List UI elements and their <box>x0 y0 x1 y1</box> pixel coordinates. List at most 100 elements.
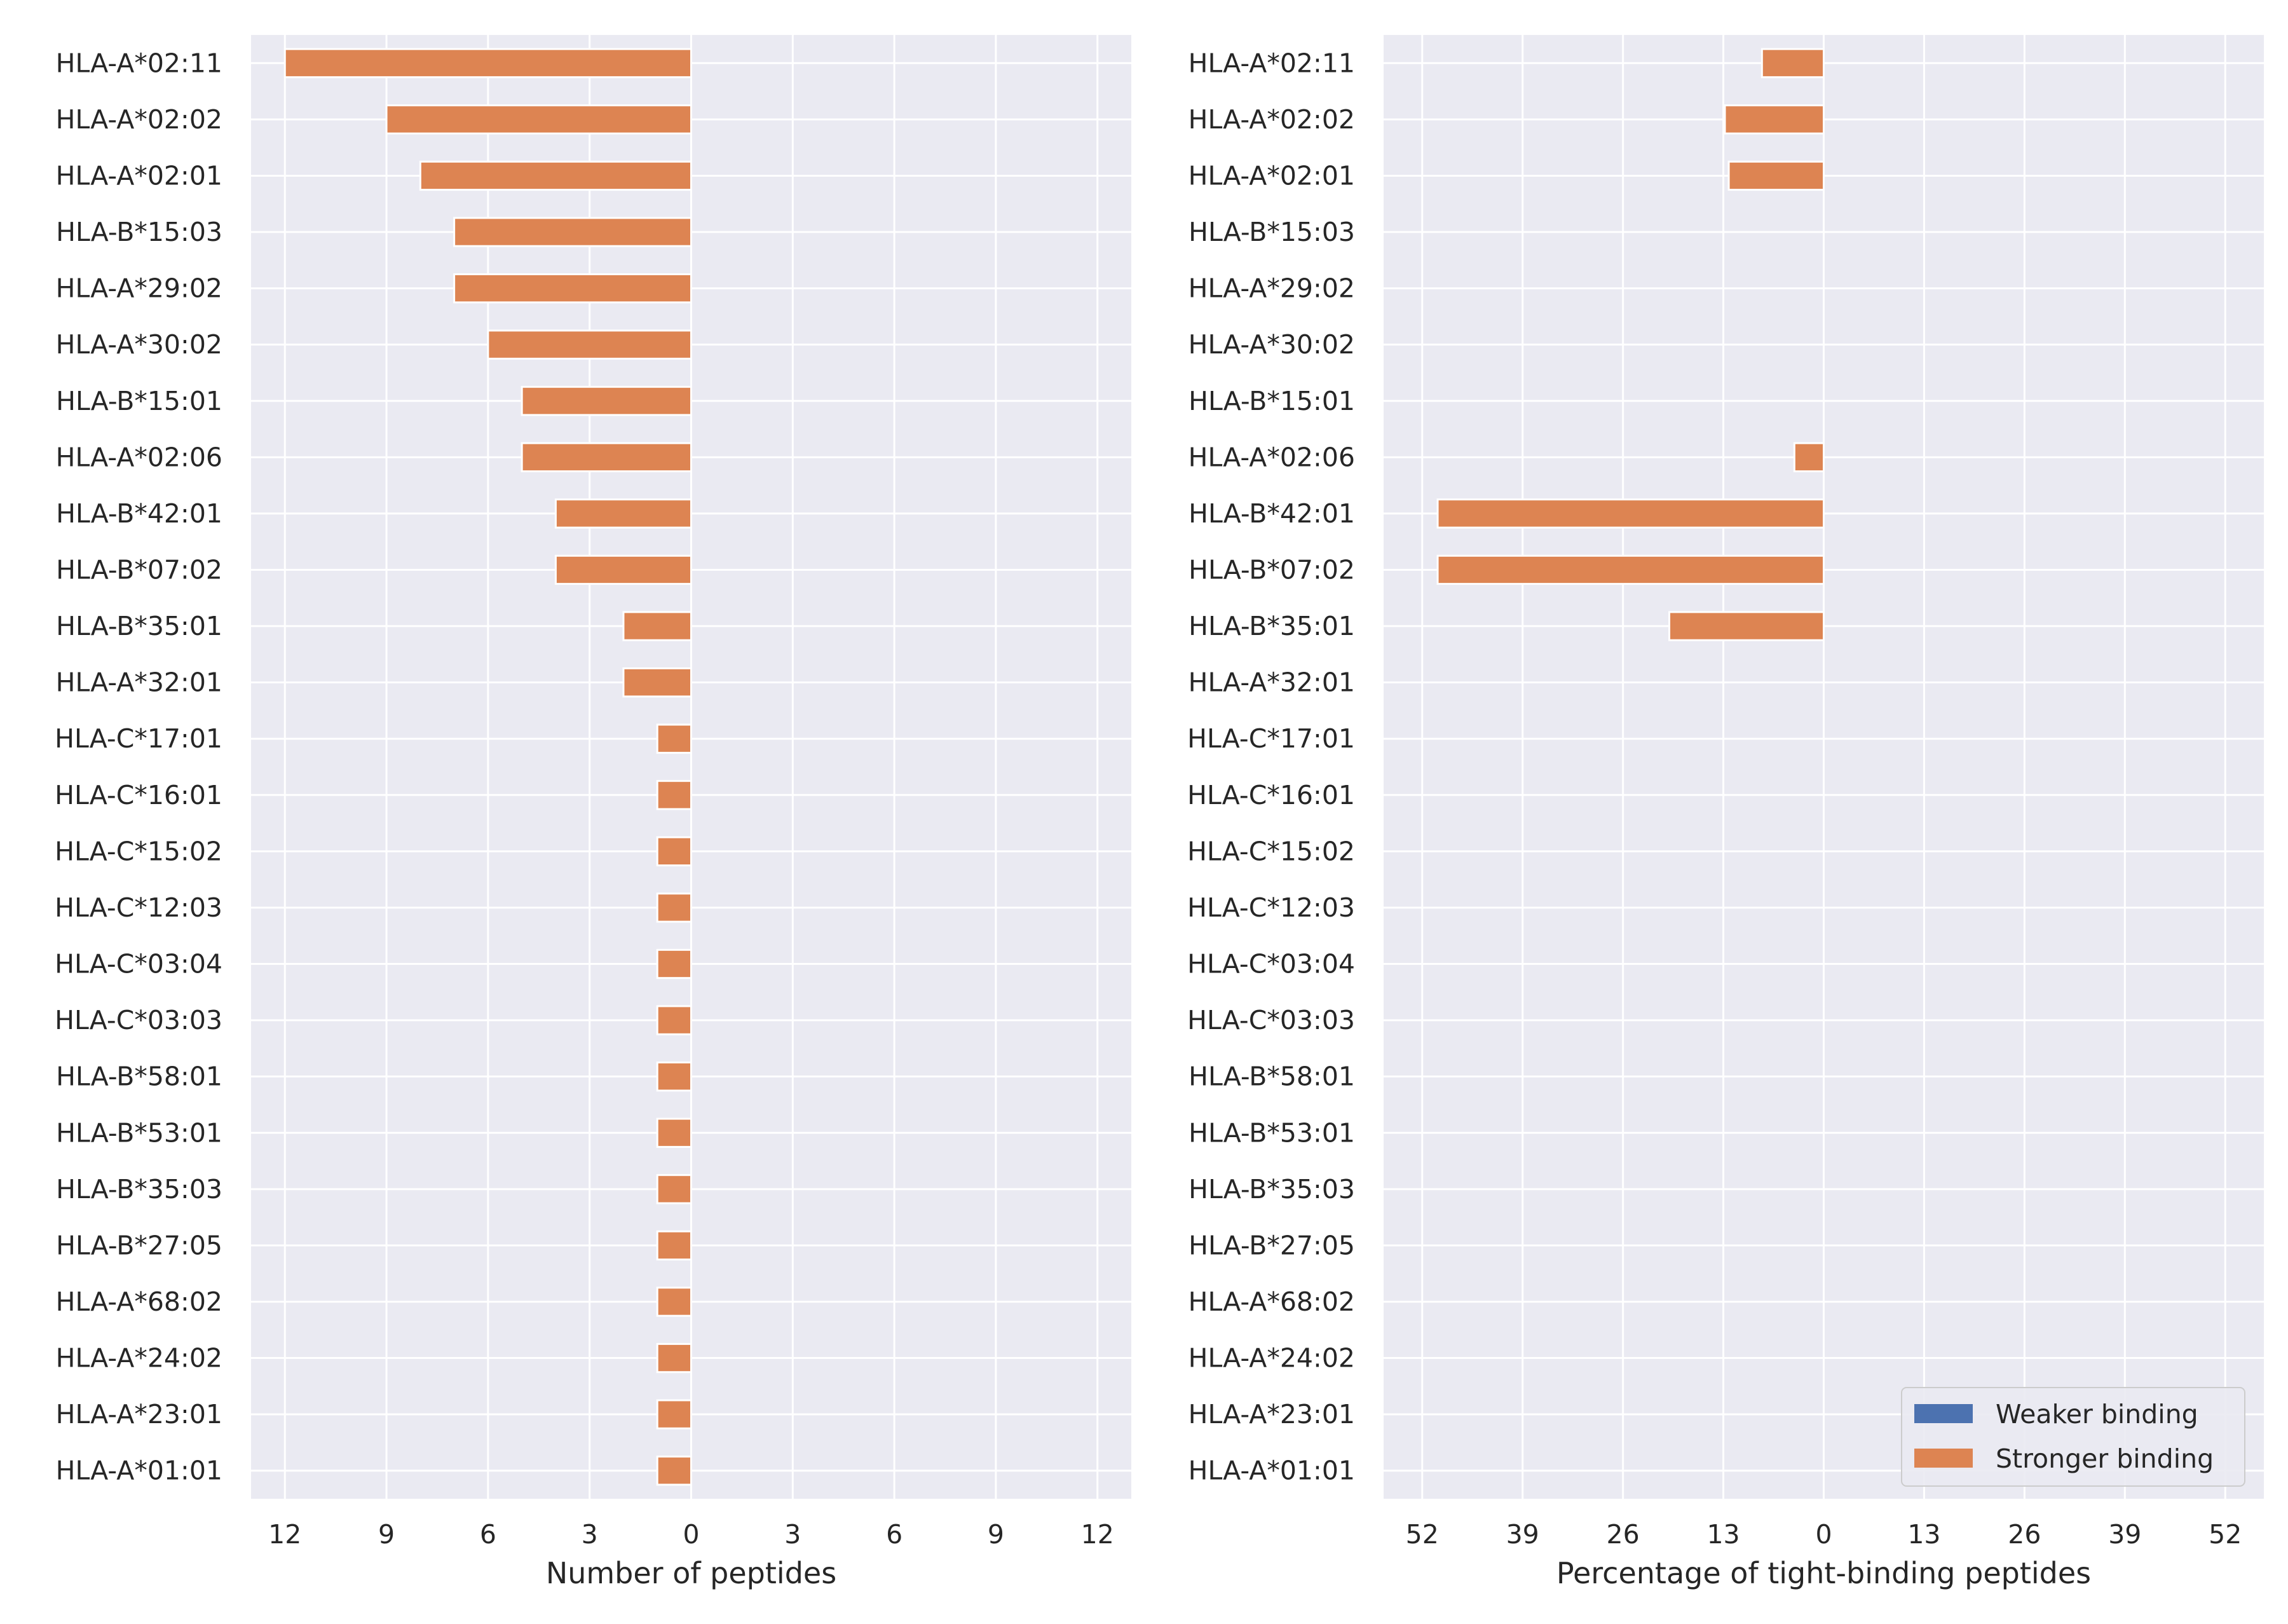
y-tick-label: HLA-A*02:01 <box>1188 160 1355 191</box>
bar-stronger-binding <box>656 1117 692 1148</box>
y-tick-label: HLA-B*58:01 <box>1188 1061 1355 1092</box>
y-tick-label: HLA-A*32:01 <box>1188 667 1355 698</box>
y-tick-label: HLA-B*42:01 <box>56 498 222 529</box>
bar-stronger-binding <box>656 948 692 979</box>
x-tick-label: 0 <box>1815 1519 1832 1550</box>
y-tick-label: HLA-A*32:01 <box>56 667 222 698</box>
bar-stronger-binding <box>656 1230 692 1261</box>
y-tick-label: HLA-B*35:03 <box>56 1174 222 1204</box>
y-tick-label: HLA-B*53:01 <box>56 1117 222 1148</box>
y-tick-label: HLA-C*16:01 <box>55 780 222 810</box>
y-tick-label: HLA-B*42:01 <box>1188 498 1355 529</box>
y-tick-label: HLA-C*17:01 <box>1187 723 1355 754</box>
bar-stronger-binding <box>622 611 693 641</box>
bar-stronger-binding <box>453 217 692 247</box>
bar-stronger-binding <box>1727 160 1825 191</box>
bar-stronger-binding <box>1793 442 1825 472</box>
bar-stronger-binding <box>656 1061 692 1092</box>
bar-stronger-binding <box>1436 498 1825 529</box>
y-tick-label: HLA-A*02:06 <box>1188 442 1355 472</box>
y-tick-label: HLA-B*53:01 <box>1188 1117 1355 1148</box>
y-tick-label: HLA-A*68:02 <box>1188 1286 1355 1317</box>
y-tick-label: HLA-C*12:03 <box>55 892 222 923</box>
bar-stronger-binding <box>1760 48 1825 78</box>
x-tick-label: 26 <box>1607 1519 1640 1550</box>
x-tick-label: 0 <box>683 1519 699 1550</box>
y-tick-label: HLA-B*15:01 <box>56 386 222 416</box>
y-tick-label: HLA-B*35:01 <box>1188 611 1355 641</box>
legend-swatch <box>1914 1449 1973 1468</box>
bar-stronger-binding <box>656 1286 692 1317</box>
x-tick-label: 52 <box>1406 1519 1439 1550</box>
bar-stronger-binding <box>521 386 693 416</box>
bar-stronger-binding <box>419 160 692 191</box>
bar-stronger-binding <box>656 892 692 923</box>
bar-stronger-binding <box>656 836 692 867</box>
y-tick-label: HLA-A*29:02 <box>56 273 222 304</box>
x-tick-label: 26 <box>2008 1519 2041 1550</box>
legend-swatch <box>1914 1404 1973 1423</box>
y-tick-label: HLA-A*01:01 <box>1188 1456 1355 1486</box>
bar-stronger-binding <box>385 104 692 135</box>
x-tick-label: 13 <box>1706 1519 1740 1550</box>
y-tick-label: HLA-A*02:02 <box>1188 104 1355 135</box>
y-tick-label: HLA-A*23:01 <box>1188 1399 1355 1430</box>
bar-stronger-binding <box>1724 104 1825 135</box>
x-axis-label: Percentage of tight-binding peptides <box>1556 1556 2091 1590</box>
y-tick-label: HLA-A*30:02 <box>1188 329 1355 360</box>
x-tick-label: 52 <box>2209 1519 2242 1550</box>
x-tick-label: 6 <box>886 1519 902 1550</box>
bar-stronger-binding <box>656 780 692 810</box>
y-tick-label: HLA-C*03:03 <box>55 1005 222 1035</box>
x-tick-label: 39 <box>1506 1519 1539 1550</box>
y-tick-label: HLA-B*58:01 <box>56 1061 222 1092</box>
y-tick-label: HLA-B*35:01 <box>56 611 222 641</box>
bar-stronger-binding <box>521 442 693 472</box>
y-tick-label: HLA-B*07:02 <box>56 554 222 585</box>
bar-stronger-binding <box>1668 611 1825 641</box>
left-panel-peptide-count: HLA-A*02:11 HLA-A*02:02 HLA-A*02:01 HLA-B*1… <box>55 35 1131 1590</box>
bar-stronger-binding <box>656 1399 692 1430</box>
y-tick-label: HLA-A*01:01 <box>56 1456 222 1486</box>
y-tick-label: HLA-A*29:02 <box>1188 273 1355 304</box>
y-tick-label: HLA-B*15:03 <box>56 217 222 247</box>
y-tick-label: HLA-A*24:02 <box>1188 1343 1355 1374</box>
y-tick-label: HLA-B*07:02 <box>1188 554 1355 585</box>
y-tick-label: HLA-B*15:01 <box>1188 386 1355 416</box>
y-tick-label: HLA-A*02:02 <box>56 104 222 135</box>
y-tick-label: HLA-A*02:01 <box>56 160 222 191</box>
bar-stronger-binding <box>554 498 693 529</box>
x-tick-label: 9 <box>988 1519 1004 1550</box>
bar-stronger-binding <box>656 1005 692 1035</box>
x-tick-label: 39 <box>2108 1519 2141 1550</box>
bar-stronger-binding <box>656 1342 692 1374</box>
y-tick-label: HLA-A*24:02 <box>56 1343 222 1374</box>
y-tick-label: HLA-A*02:11 <box>56 48 222 78</box>
bar-stronger-binding <box>656 1174 692 1204</box>
bar-stronger-binding <box>487 329 693 360</box>
y-tick-label: HLA-C*12:03 <box>1187 892 1355 923</box>
x-tick-label: 9 <box>378 1519 395 1550</box>
bar-stronger-binding <box>554 554 693 585</box>
y-tick-label: HLA-A*02:06 <box>56 442 222 472</box>
bar-stronger-binding <box>1436 554 1825 585</box>
y-tick-label: HLA-B*15:03 <box>1188 217 1355 247</box>
y-tick-label: HLA-C*03:04 <box>55 949 222 979</box>
y-tick-label: HLA-A*30:02 <box>56 329 222 360</box>
bar-stronger-binding <box>283 48 692 78</box>
x-tick-label: 3 <box>582 1519 598 1550</box>
legend-label: Weaker binding <box>1996 1399 2198 1430</box>
x-tick-label: 12 <box>1081 1519 1114 1550</box>
x-tick-label: 3 <box>784 1519 801 1550</box>
legend: Weaker binding Stronger binding <box>1901 1387 2245 1487</box>
y-tick-label: HLA-B*35:03 <box>1188 1174 1355 1204</box>
x-tick-label: 6 <box>480 1519 496 1550</box>
y-tick-label: HLA-C*15:02 <box>55 836 222 866</box>
y-tick-label: HLA-B*27:05 <box>1188 1230 1355 1260</box>
y-tick-label: HLA-A*02:11 <box>1188 48 1355 78</box>
bar-stronger-binding <box>622 667 693 698</box>
y-tick-label: HLA-C*03:04 <box>1187 949 1355 979</box>
x-tick-label: 13 <box>1907 1519 1940 1550</box>
